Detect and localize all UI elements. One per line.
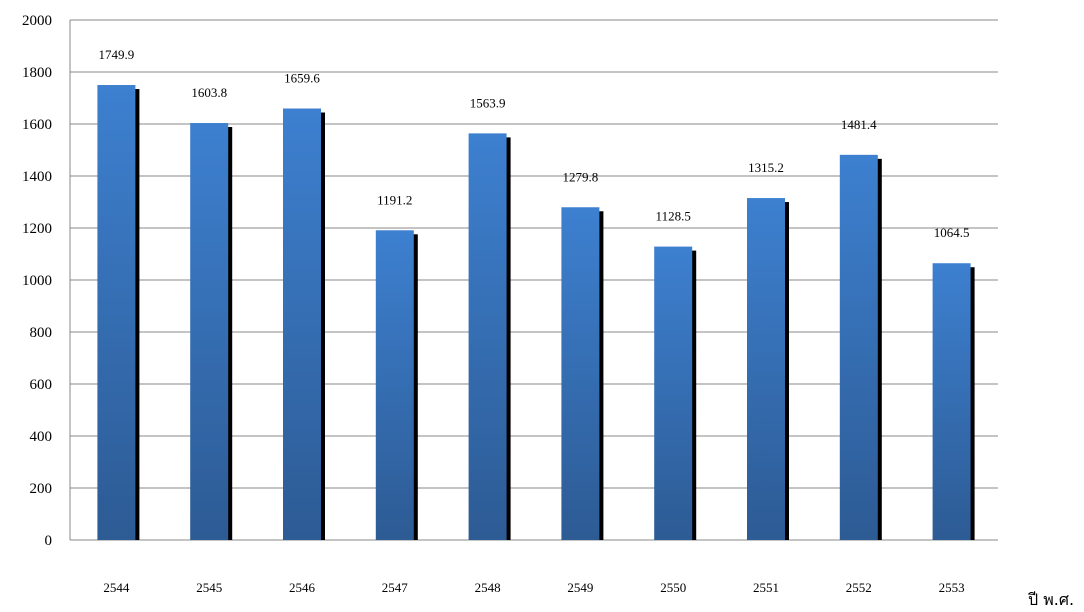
y-tick-label: 1000 [22,273,52,289]
y-tick-label: 200 [30,481,53,497]
x-tick-label: 2549 [567,580,593,595]
bar [932,263,971,540]
data-label: 1603.8 [191,85,227,100]
bar [97,85,136,540]
bar [468,133,507,541]
bar [747,198,785,540]
data-label: 1315.2 [748,160,784,175]
y-tick-label: 600 [30,377,53,393]
x-tick-label: 2546 [289,580,316,595]
x-axis-title: ปี พ.ศ. [1028,590,1075,609]
y-tick-label: 800 [30,325,53,341]
y-tick-label: 400 [30,429,53,445]
x-tick-label: 2548 [475,580,501,595]
y-tick-label: 1200 [22,221,52,237]
x-tick-label: 2544 [103,580,130,595]
x-tick-label: 2547 [382,580,409,595]
bar [190,123,229,541]
x-tick-label: 2551 [753,580,779,595]
bars [97,85,975,541]
bar [654,246,693,540]
data-label: 1064.5 [934,225,970,240]
x-tick-label: 2552 [846,580,872,595]
data-label: 1191.2 [377,192,412,207]
y-tick-label: 0 [45,533,53,549]
y-axis-tick-labels: 0 200 400 600 800 1000 1200 1400 1600 1800 2000 [22,13,52,549]
x-tick-label: 2550 [660,580,686,595]
y-tick-label: 2000 [22,13,52,29]
bar [375,230,414,540]
bar [561,207,600,540]
data-label: 1279.8 [563,169,599,184]
y-tick-label: 1400 [22,169,52,185]
y-tick-label: 1800 [22,65,52,81]
data-labels: 1749.9 1603.8 1659.6 1191.2 1563.9 1279.8 1128… [99,47,970,240]
data-label: 1563.9 [470,95,506,110]
data-label: 1749.9 [99,47,135,62]
data-label: 1659.6 [284,71,320,86]
bar [283,108,321,540]
x-tick-label: 2545 [196,580,222,595]
data-label: 1481.4 [841,117,877,132]
x-axis-tick-labels: 2544 2545 2546 2547 2548 2549 2550 2551 2552 2553 [103,580,964,595]
y-tick-label: 1600 [22,117,52,133]
data-label: 1128.5 [656,209,691,224]
bar [839,154,878,540]
x-tick-label: 2553 [939,580,965,595]
